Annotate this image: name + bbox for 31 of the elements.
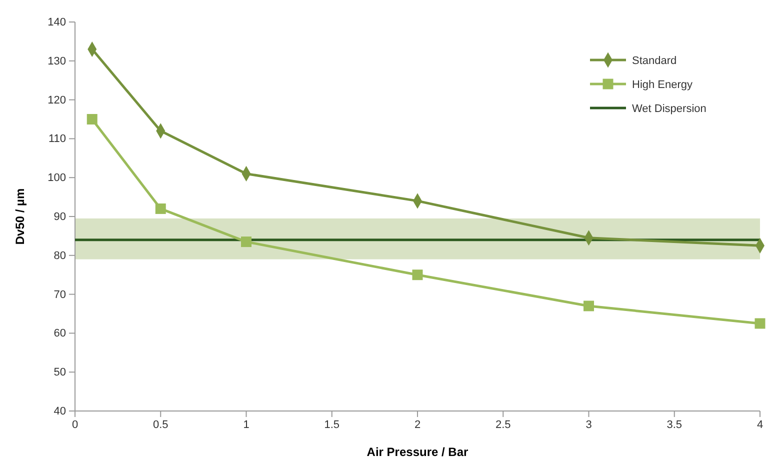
x-tick-label: 1.5 — [324, 418, 340, 431]
x-tick-label: 3 — [586, 418, 592, 431]
y-tick-label: 120 — [48, 94, 66, 106]
y-axis-title: Dv50 / µm — [13, 188, 27, 245]
x-tick-label: 0.5 — [152, 418, 168, 431]
y-tick-label: 70 — [54, 288, 66, 301]
y-tick-label: 100 — [48, 172, 66, 184]
y-tick-label: 130 — [48, 55, 66, 68]
x-tick-label: 4 — [756, 418, 764, 431]
point — [86, 114, 98, 124]
point — [155, 203, 166, 214]
y-tick-label: 90 — [54, 211, 66, 224]
y-tick-label: 110 — [48, 133, 66, 146]
legend-label: Wet Dispersion — [632, 103, 706, 115]
x-tick-label: 2.5 — [495, 418, 511, 431]
legend-label: High Energy — [632, 79, 694, 91]
y-tick-label: 140 — [48, 16, 66, 29]
y-tick-label: 40 — [54, 406, 66, 418]
point — [584, 300, 594, 312]
y-tick-label: 50 — [54, 366, 66, 379]
x-tick-label: 1 — [243, 418, 250, 431]
y-tick-label: 80 — [54, 250, 66, 262]
legend-label: Standard — [632, 55, 677, 67]
x-tick-label: 3.5 — [666, 418, 682, 431]
y-tick-label: 60 — [54, 328, 66, 340]
point — [241, 236, 252, 248]
point — [412, 270, 423, 280]
point — [754, 318, 766, 329]
x-axis-title: Air Pressure / Bar — [366, 445, 469, 459]
x-tick-label: 0 — [72, 418, 78, 431]
x-tick-label: 2 — [414, 418, 421, 431]
